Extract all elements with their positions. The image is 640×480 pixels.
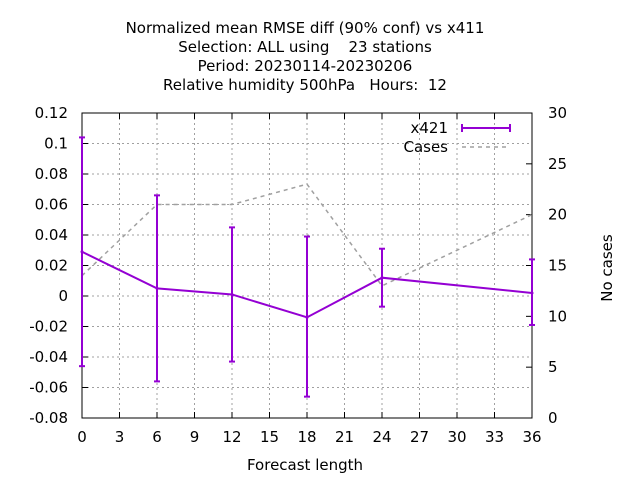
- chart-title-line-1: Normalized mean RMSE diff (90% conf) vs …: [126, 19, 485, 37]
- y-tick-label-9: 0.1: [44, 135, 68, 153]
- x-axis-label: Forecast length: [247, 456, 363, 474]
- x-tick-label-9: 27: [410, 428, 429, 446]
- x-tick-label-1: 3: [115, 428, 125, 446]
- x421-point-3: [305, 315, 309, 319]
- series-layer: [79, 136, 535, 398]
- y2-tick-label-0: 0: [548, 409, 558, 427]
- x-tick-label-7: 21: [335, 428, 354, 446]
- chart-title-line-2: Selection: ALL using 23 stations: [178, 38, 432, 56]
- cases-line: [81, 183, 533, 287]
- y2-tick-label-6: 30: [548, 104, 567, 122]
- ticks: 0 3 6 9 12 15 18 21 24 27 30 33 36-0.08-0.06-0.04-0.…: [29, 104, 567, 446]
- x421-point-1: [155, 286, 159, 290]
- x421-point-4: [380, 276, 384, 280]
- y2-tick-label-5: 25: [548, 155, 567, 173]
- x-tick-label-3: 9: [190, 428, 200, 446]
- x-tick-label-6: 18: [297, 428, 316, 446]
- x421-point-5: [530, 291, 534, 295]
- y2-tick-label-2: 10: [548, 307, 567, 325]
- x-tick-label-11: 33: [485, 428, 504, 446]
- x-tick-label-12: 36: [522, 428, 541, 446]
- y-tick-label-10: 0.12: [35, 104, 68, 122]
- x-tick-label-0: 0: [77, 428, 87, 446]
- y-tick-label-6: 0.04: [35, 226, 68, 244]
- y2-tick-label-1: 5: [548, 358, 558, 376]
- x421-point-2: [230, 292, 234, 296]
- y2-tick-label-4: 20: [548, 206, 567, 224]
- y2-axis-label: No cases: [598, 234, 616, 302]
- x421-point-0: [80, 250, 84, 254]
- legend-label-x421: x421: [410, 119, 448, 137]
- y-tick-label-7: 0.06: [35, 196, 68, 214]
- y-tick-label-3: -0.02: [29, 318, 68, 336]
- x-tick-label-8: 24: [372, 428, 391, 446]
- legend-label-cases: Cases: [403, 138, 448, 156]
- x421-line: [81, 250, 533, 319]
- legend: x421 Cases: [403, 119, 511, 156]
- x-tick-label-4: 12: [222, 428, 241, 446]
- y-tick-label-0: -0.08: [29, 409, 68, 427]
- chart-title-line-4: Relative humidity 500hPa Hours: 12: [163, 76, 447, 94]
- x-tick-label-2: 6: [152, 428, 162, 446]
- y-tick-label-8: 0.08: [35, 165, 68, 183]
- y-tick-label-5: 0.02: [35, 257, 68, 275]
- y-tick-label-2: -0.04: [29, 348, 68, 366]
- x-tick-label-5: 15: [260, 428, 279, 446]
- y-tick-label-1: -0.06: [29, 379, 68, 397]
- chart-title: Normalized mean RMSE diff (90% conf) vs …: [126, 19, 485, 94]
- chart-title-line-3: Period: 20230114-20230206: [198, 57, 413, 75]
- x-tick-label-10: 30: [447, 428, 466, 446]
- y-tick-label-4: 0: [58, 287, 68, 305]
- y2-tick-label-3: 15: [548, 257, 567, 275]
